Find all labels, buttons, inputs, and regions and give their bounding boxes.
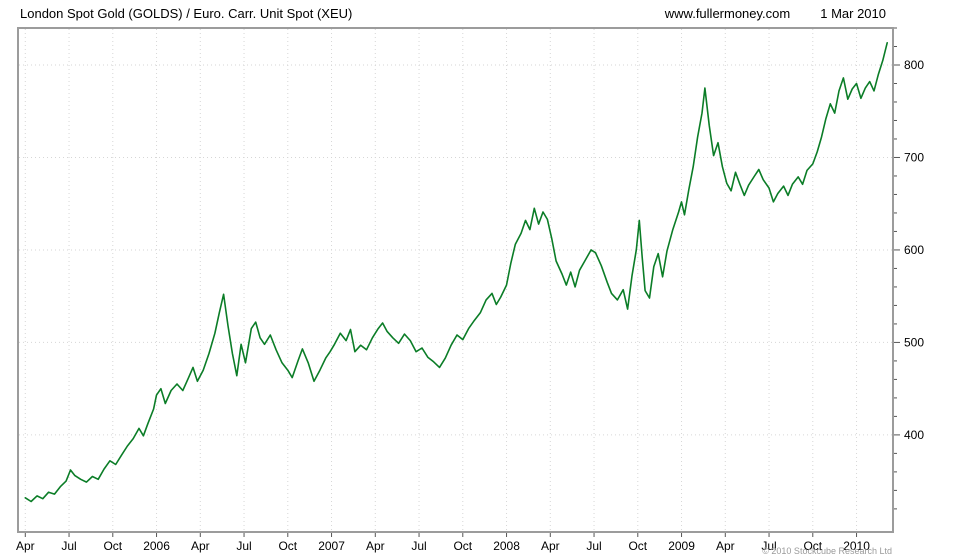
header-right: www.fullermoney.com 1 Mar 2010 — [665, 6, 886, 21]
x-axis-label: 2010 — [843, 539, 870, 553]
x-axis-label: Apr — [191, 539, 210, 553]
x-axis-label: Oct — [453, 539, 472, 553]
website-text: www.fullermoney.com — [664, 6, 791, 21]
chart-date: 1 Mar 2010 — [820, 6, 886, 21]
x-axis-label: Apr — [366, 539, 385, 553]
y-axis-label: 400 — [904, 428, 924, 442]
chart-title: London Spot Gold (GOLDS) / Euro. Carr. U… — [20, 6, 353, 21]
plot-border — [17, 27, 894, 533]
x-axis-label: Oct — [628, 539, 647, 553]
x-axis-label: Oct — [278, 539, 297, 553]
y-axis-label: 700 — [904, 150, 924, 164]
y-axis-label: 500 — [904, 335, 924, 349]
x-axis-label: Oct — [803, 539, 822, 553]
x-axis-label: Apr — [541, 539, 560, 553]
x-axis-label: Apr — [16, 539, 35, 553]
x-axis-label: 2008 — [493, 539, 520, 553]
x-axis-label: Jul — [761, 539, 776, 553]
price-line — [24, 41, 889, 503]
x-axis-label: Jul — [411, 539, 426, 553]
x-axis-label: Jul — [61, 539, 76, 553]
x-axis-label: 2006 — [143, 539, 170, 553]
x-axis-label: 2007 — [318, 539, 345, 553]
x-axis-label: Jul — [586, 539, 601, 553]
y-axis-label: 800 — [904, 58, 924, 72]
x-axis-label: Apr — [716, 539, 735, 553]
x-axis-label: Oct — [103, 539, 122, 553]
copyright-text: © 2010 Stockcube Research Ltd — [762, 546, 892, 556]
x-axis-label: 2009 — [668, 539, 695, 553]
x-axis-label: Jul — [236, 539, 251, 553]
y-axis-label: 600 — [904, 243, 924, 257]
